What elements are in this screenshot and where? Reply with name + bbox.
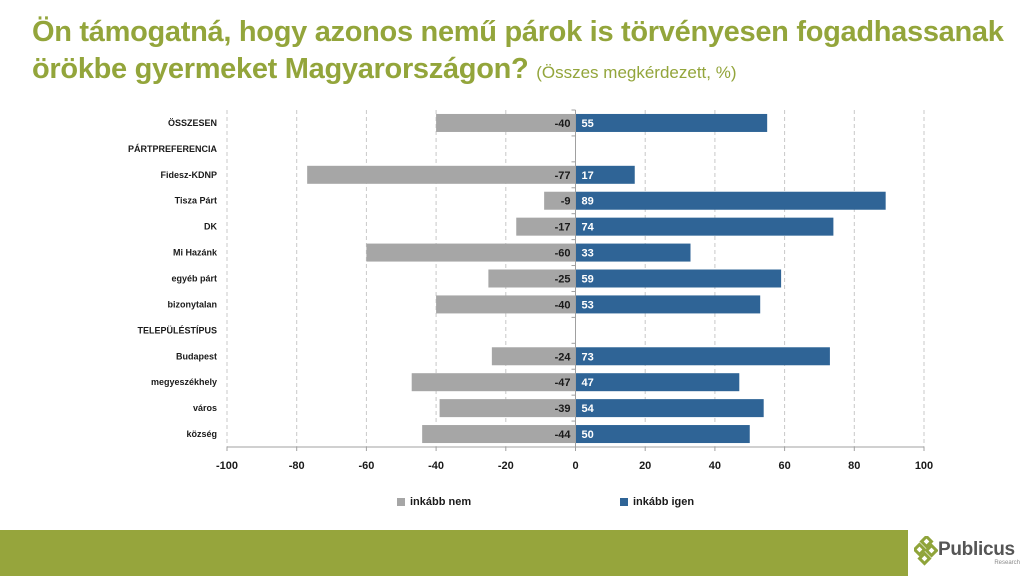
category-label: Mi Hazánk bbox=[173, 248, 218, 258]
x-tick-label: -80 bbox=[289, 460, 305, 472]
legend-swatch-positive bbox=[620, 498, 628, 506]
chart-subtitle: (Összes megkérdezett, %) bbox=[536, 63, 737, 82]
bar-inkabb-nem bbox=[436, 295, 576, 314]
category-label: TELEPÜLÉSTÍPUS bbox=[137, 325, 217, 335]
bar-inkabb-nem bbox=[491, 347, 576, 366]
bar-inkabb-igen bbox=[575, 347, 830, 366]
bar-inkabb-nem bbox=[439, 399, 576, 418]
bar-inkabb-nem bbox=[516, 217, 576, 236]
chart-title: Ön támogatná, hogy azonos nemű párok is … bbox=[32, 14, 1012, 91]
logo-text: Publicus bbox=[938, 539, 1015, 560]
x-tick-label: 0 bbox=[572, 460, 578, 472]
bar-inkabb-igen bbox=[575, 373, 740, 392]
data-label-inkabb-nem: -24 bbox=[555, 351, 572, 363]
bar-inkabb-nem bbox=[544, 191, 576, 210]
data-label-inkabb-nem: -44 bbox=[555, 429, 572, 441]
x-tick-label: 100 bbox=[915, 460, 933, 472]
category-label: Budapest bbox=[176, 351, 217, 361]
x-tick-label: 20 bbox=[639, 460, 651, 472]
x-tick-label: 60 bbox=[778, 460, 790, 472]
data-label-inkabb-igen: 89 bbox=[582, 196, 594, 208]
bar-inkabb-igen bbox=[575, 269, 782, 288]
legend-item-negative: inkább nem bbox=[397, 496, 471, 508]
legend-label-negative: inkább nem bbox=[410, 496, 472, 508]
bar-inkabb-igen bbox=[575, 113, 768, 132]
data-label-inkabb-igen: 54 bbox=[582, 403, 595, 415]
data-label-inkabb-nem: -39 bbox=[555, 403, 571, 415]
bar-inkabb-igen bbox=[575, 399, 764, 418]
data-label-inkabb-nem: -9 bbox=[561, 196, 571, 208]
data-label-inkabb-nem: -77 bbox=[555, 170, 571, 182]
x-tick-label: -20 bbox=[498, 460, 514, 472]
category-label: község bbox=[186, 429, 217, 439]
bar-inkabb-nem bbox=[366, 243, 576, 262]
data-label-inkabb-igen: 50 bbox=[582, 429, 594, 441]
category-label: PÁRTPREFERENCIA bbox=[128, 144, 218, 154]
category-label: megyeszékhely bbox=[151, 377, 217, 387]
category-label: ÖSSZESEN bbox=[168, 118, 217, 128]
bar-inkabb-nem bbox=[411, 373, 576, 392]
bar-inkabb-nem bbox=[307, 165, 576, 184]
category-label: Tisza Párt bbox=[175, 196, 217, 206]
x-tick-label: -100 bbox=[216, 460, 238, 472]
data-label-inkabb-igen: 33 bbox=[582, 248, 594, 260]
x-tick-label: -60 bbox=[358, 460, 374, 472]
bar-inkabb-igen bbox=[575, 425, 750, 444]
category-label: DK bbox=[204, 222, 217, 232]
footer-band bbox=[0, 530, 908, 576]
logo-diamond-icon bbox=[914, 536, 938, 566]
category-label: bizonytalan bbox=[167, 299, 217, 309]
data-label-inkabb-nem: -60 bbox=[555, 248, 571, 260]
data-label-inkabb-igen: 47 bbox=[582, 377, 594, 389]
data-label-inkabb-igen: 59 bbox=[582, 274, 594, 286]
category-label: egyéb párt bbox=[171, 274, 217, 284]
data-label-inkabb-nem: -25 bbox=[555, 274, 571, 286]
data-label-inkabb-igen: 53 bbox=[582, 299, 594, 311]
x-tick-label: 40 bbox=[709, 460, 721, 472]
data-label-inkabb-igen: 73 bbox=[582, 351, 594, 363]
bar-inkabb-nem bbox=[488, 269, 576, 288]
x-tick-label: 80 bbox=[848, 460, 860, 472]
bar-inkabb-igen bbox=[575, 165, 635, 184]
logo-subtext: Research bbox=[994, 560, 1020, 566]
publicus-logo: Publicus Research bbox=[914, 536, 1024, 576]
x-tick-label: -40 bbox=[428, 460, 444, 472]
data-label-inkabb-nem: -17 bbox=[555, 222, 571, 234]
bar-inkabb-nem bbox=[436, 113, 576, 132]
data-label-inkabb-igen: 74 bbox=[582, 222, 595, 234]
category-label: Fidesz-KDNP bbox=[160, 170, 217, 180]
bar-inkabb-igen bbox=[575, 191, 886, 210]
data-label-inkabb-nem: -40 bbox=[555, 118, 571, 130]
category-label: város bbox=[193, 403, 217, 413]
chart-title-main: Ön támogatná, hogy azonos nemű párok is … bbox=[32, 16, 1004, 85]
legend-item-positive: inkább igen bbox=[620, 496, 694, 508]
bar-inkabb-igen bbox=[575, 217, 834, 236]
data-label-inkabb-nem: -40 bbox=[555, 299, 571, 311]
bar-inkabb-igen bbox=[575, 295, 761, 314]
legend-swatch-negative bbox=[397, 498, 405, 506]
bar-inkabb-nem bbox=[422, 425, 576, 444]
legend-label-positive: inkább igen bbox=[633, 496, 695, 508]
data-label-inkabb-nem: -47 bbox=[555, 377, 571, 389]
data-label-inkabb-igen: 17 bbox=[582, 170, 594, 182]
bar-inkabb-igen bbox=[575, 243, 691, 262]
data-label-inkabb-igen: 55 bbox=[582, 118, 594, 130]
